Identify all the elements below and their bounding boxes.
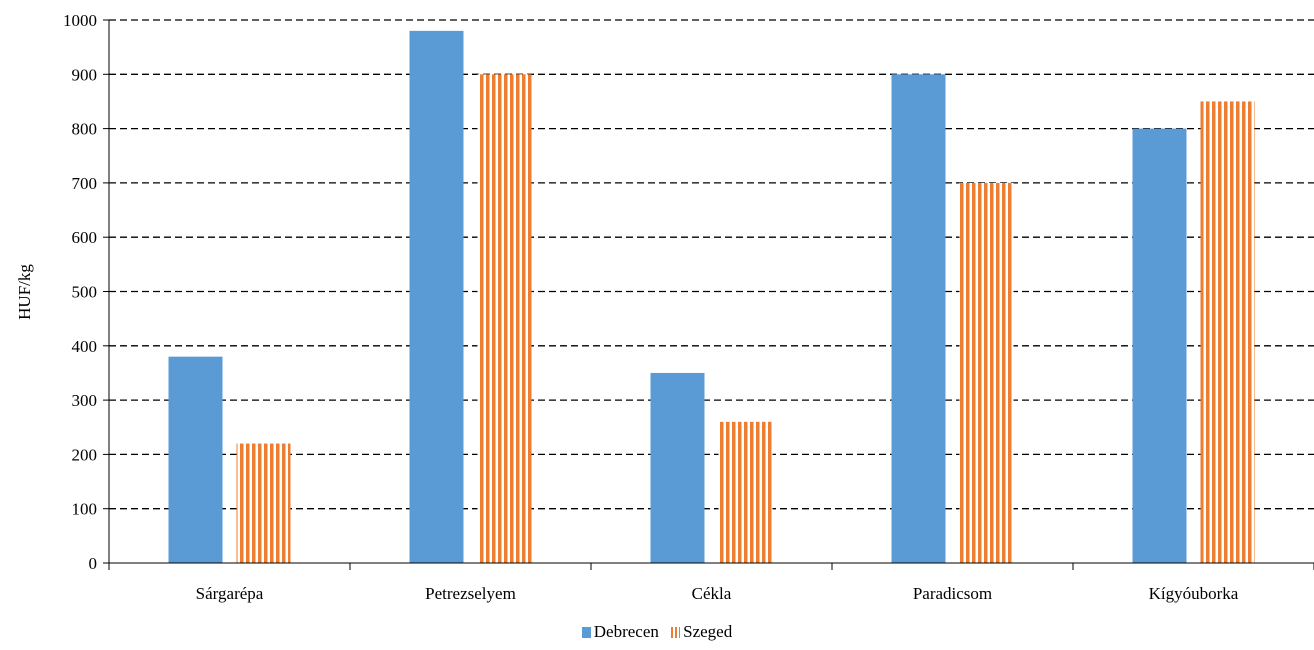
- bar-chart: 0 100 200 300 400 500 600 700 800 900 1000 Sárgarép…: [0, 0, 1314, 610]
- legend-label-debrecen: Debrecen: [594, 622, 659, 642]
- y-tick-label: 400: [72, 337, 98, 356]
- bar-debrecen-0: [169, 357, 223, 563]
- bar-debrecen-2: [651, 373, 705, 563]
- bar-debrecen-1: [410, 31, 464, 563]
- bar-szeged-0: [237, 444, 291, 563]
- x-tick-label: Paradicsom: [913, 584, 992, 603]
- x-tick-label: Petrezselyem: [425, 584, 516, 603]
- legend-item-debrecen: Debrecen: [582, 622, 659, 642]
- y-tick-label: 0: [89, 554, 98, 573]
- y-tick-label: 100: [72, 500, 98, 519]
- x-tick-label: Kígyóuborka: [1149, 584, 1239, 603]
- legend: Debrecen Szeged: [0, 622, 1314, 643]
- y-tick-label: 600: [72, 228, 98, 247]
- legend-item-szeged: Szeged: [671, 622, 732, 642]
- y-tick-label: 300: [72, 391, 98, 410]
- bars: [169, 31, 1255, 563]
- bar-debrecen-4: [1133, 129, 1187, 563]
- legend-swatch-szeged: [671, 627, 680, 638]
- y-tick-label: 500: [72, 283, 98, 302]
- legend-swatch-debrecen: [582, 627, 591, 638]
- legend-label-szeged: Szeged: [683, 622, 732, 642]
- bar-szeged-1: [478, 74, 532, 563]
- y-tick-label: 800: [72, 120, 98, 139]
- bar-debrecen-3: [892, 74, 946, 563]
- y-tick-label: 700: [72, 174, 98, 193]
- bar-szeged-4: [1201, 101, 1255, 563]
- y-tick-label: 900: [72, 65, 98, 84]
- y-axis-title: HUF/kg: [15, 264, 34, 320]
- bar-szeged-3: [960, 183, 1014, 563]
- y-tick-label: 200: [72, 445, 98, 464]
- y-tick-label: 1000: [63, 11, 97, 30]
- x-tick-label: Sárgarépa: [196, 584, 264, 603]
- bar-szeged-2: [719, 422, 773, 563]
- x-tick-label: Cékla: [692, 584, 732, 603]
